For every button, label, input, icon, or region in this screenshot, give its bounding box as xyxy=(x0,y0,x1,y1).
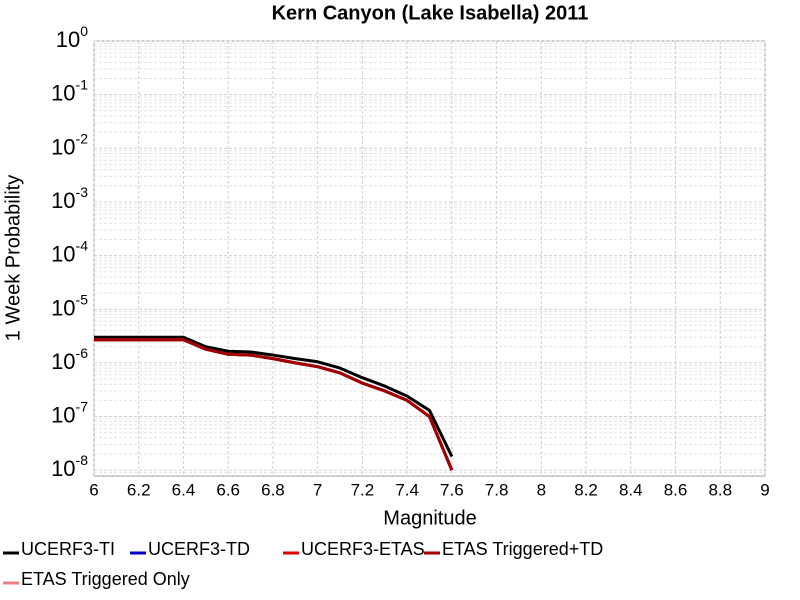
legend-label: UCERF3-TD xyxy=(148,539,250,559)
y-tick-label: 10-1 xyxy=(51,76,88,105)
y-tick-base: 10 xyxy=(51,80,75,105)
y-tick-base: 10 xyxy=(51,188,75,213)
y-tick-exponent: -4 xyxy=(76,237,89,253)
x-tick-label: 7.2 xyxy=(351,480,375,499)
y-tick-base: 10 xyxy=(51,456,75,481)
y-tick-base: 10 xyxy=(51,241,75,266)
x-tick-label: 8 xyxy=(537,480,546,499)
x-tick-label: 7.6 xyxy=(440,480,464,499)
y-axis-label: 1 Week Probability xyxy=(2,175,24,341)
y-tick-exponent: -1 xyxy=(76,76,89,92)
x-tick-label: 8.6 xyxy=(664,480,688,499)
x-tick-label: 7.8 xyxy=(485,480,509,499)
y-tick-base: 10 xyxy=(51,295,75,320)
x-tick-label: 6.8 xyxy=(261,480,285,499)
y-tick-exponent: -8 xyxy=(76,452,89,468)
series-line xyxy=(94,335,454,458)
y-tick-label: 100 xyxy=(56,23,88,52)
y-tick-exponent: -3 xyxy=(76,184,89,200)
legend-label: UCERF3-ETAS xyxy=(301,539,425,559)
y-tick-exponent: -5 xyxy=(76,291,89,307)
y-tick-label: 10-4 xyxy=(51,237,88,266)
y-tick-exponent: -2 xyxy=(76,130,89,146)
y-tick-label: 10-5 xyxy=(51,291,88,320)
y-tick-exponent: -7 xyxy=(76,398,89,414)
y-tick-label: 10-2 xyxy=(51,130,88,159)
x-tick-label: 7.4 xyxy=(395,480,419,499)
y-tick-label: 10-8 xyxy=(51,452,88,481)
y-tick-label: 10-7 xyxy=(51,398,88,427)
y-tick-base: 10 xyxy=(51,134,75,159)
legend-label: UCERF3-TI xyxy=(21,539,115,559)
x-tick-label: 6 xyxy=(89,480,98,499)
legend-label: ETAS Triggered Only xyxy=(21,569,190,589)
x-tick-label: 8.2 xyxy=(574,480,598,499)
chart-title: Kern Canyon (Lake Isabella) 2011 xyxy=(272,2,589,24)
y-tick-base: 10 xyxy=(51,402,75,427)
y-tick-exponent: 0 xyxy=(80,23,88,39)
y-tick-base: 10 xyxy=(56,27,80,52)
x-axis-label: Magnitude xyxy=(383,507,476,529)
x-tick-label: 9 xyxy=(760,480,769,499)
series-line xyxy=(94,338,454,471)
x-tick-label: 6.6 xyxy=(216,480,240,499)
y-tick-exponent: -6 xyxy=(76,345,89,361)
x-tick-label: 8.8 xyxy=(708,480,732,499)
legend-label: ETAS Triggered+TD xyxy=(442,539,603,559)
y-tick-label: 10-6 xyxy=(51,345,88,374)
y-tick-label: 10-3 xyxy=(51,184,88,213)
y-tick-base: 10 xyxy=(51,349,75,374)
x-tick-label: 8.4 xyxy=(619,480,643,499)
x-tick-label: 7 xyxy=(313,480,322,499)
x-tick-label: 6.4 xyxy=(172,480,196,499)
x-tick-label: 6.2 xyxy=(127,480,151,499)
